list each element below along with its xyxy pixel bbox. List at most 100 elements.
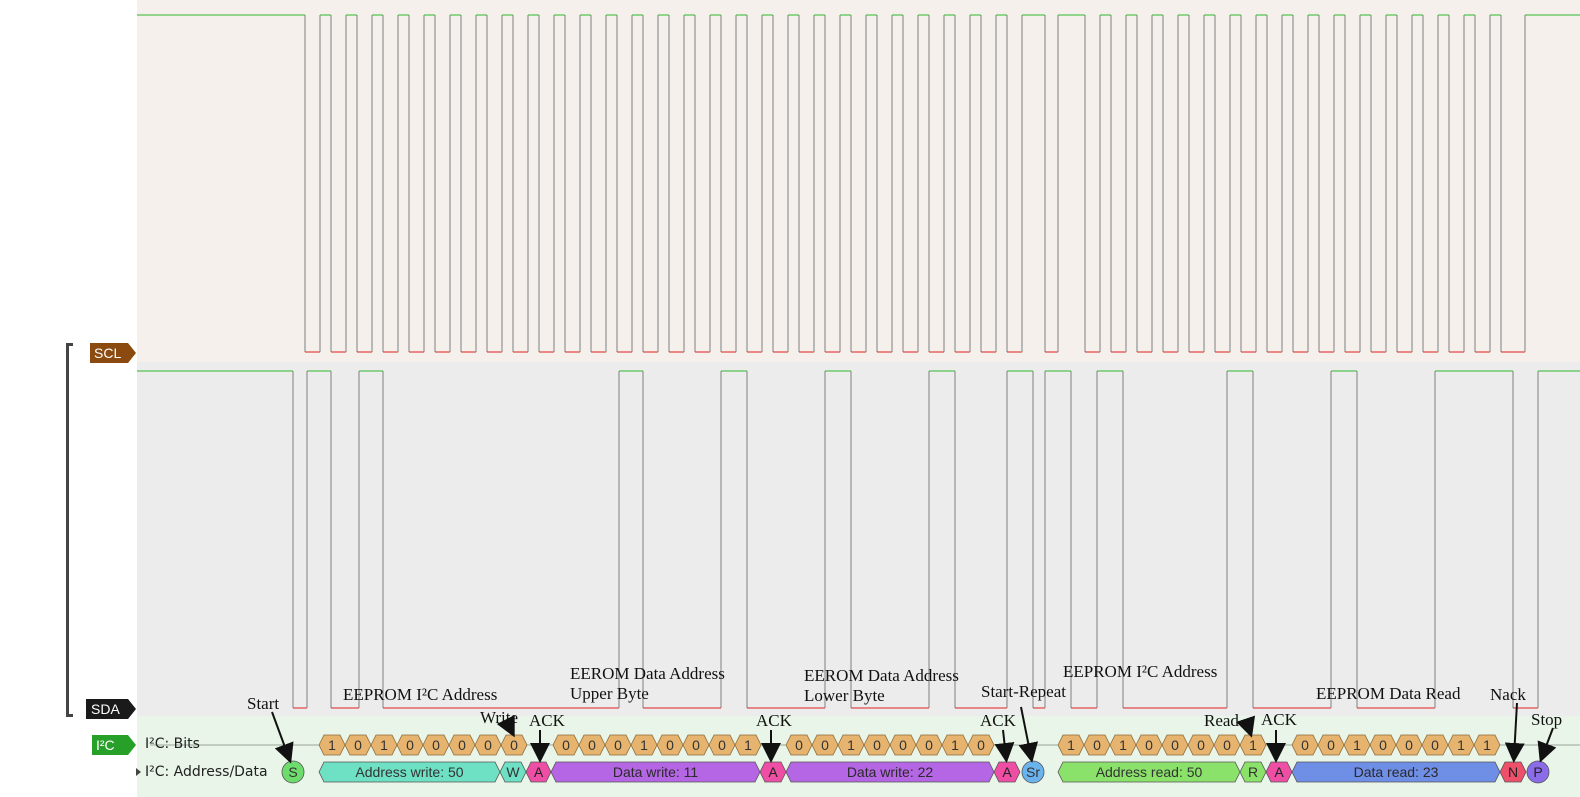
bit-value: 0: [795, 737, 803, 753]
bit-value: 0: [1093, 737, 1101, 753]
bit-value: 0: [1145, 737, 1153, 753]
address-data-row-label[interactable]: I²C: Address/Data: [145, 764, 268, 780]
bit-cell[interactable]: [1473, 734, 1501, 756]
frame-label: Data write: 11: [613, 764, 699, 780]
bit-value: 1: [1483, 737, 1491, 753]
scl-waveform: [137, 14, 1580, 353]
sda-channel-name: SDA: [91, 701, 120, 717]
row-expand-icon[interactable]: [136, 768, 141, 776]
annotation-label: ACK: [980, 711, 1017, 730]
frame-label: Sr: [1026, 764, 1040, 780]
annotation-label: Read: [1204, 711, 1239, 730]
annotation-label: EEROM Data Address: [570, 664, 725, 683]
bit-value: 0: [718, 737, 726, 753]
frame-label: W: [506, 764, 520, 780]
frame-label: N: [1508, 764, 1518, 780]
annotation-label: ACK: [756, 711, 793, 730]
frame-label: A: [1002, 764, 1012, 780]
bit-value: 0: [406, 737, 414, 753]
bit-value: 1: [1119, 737, 1127, 753]
annotation-label: Nack: [1490, 685, 1526, 704]
frame-label: Data read: 23: [1354, 764, 1439, 780]
frame-label: P: [1533, 764, 1542, 780]
i2c-address-data-row: S Address write: 50 W A Data write: 11 A Data …: [281, 760, 1550, 784]
bit-value: 0: [1405, 737, 1413, 753]
sda-channel-tag[interactable]: SDA: [86, 699, 136, 719]
annotation-arrow: [1504, 702, 1525, 763]
frame-label: A: [1274, 764, 1284, 780]
annotation-arrow: [1018, 706, 1039, 763]
frame-label: Address read: 50: [1096, 764, 1203, 780]
bit-value: 1: [1067, 737, 1075, 753]
decode-rows-background: [137, 716, 1580, 797]
bit-value: 1: [380, 737, 388, 753]
bit-value: 0: [1431, 737, 1439, 753]
bit-value: 0: [692, 737, 700, 753]
annotation-label: Lower Byte: [804, 686, 885, 705]
annotation-arrow: [1537, 727, 1557, 763]
bit-value: 0: [458, 737, 466, 753]
bit-value: 0: [1223, 737, 1231, 753]
annotation-label: Start-Repeat: [981, 682, 1066, 701]
frame-label: A: [768, 764, 778, 780]
bit-value: 1: [1353, 737, 1361, 753]
annotations-layer: Start EEPROM I²C Address Write ACK EEROM Dat…: [247, 662, 1562, 764]
bit-value: 1: [744, 737, 752, 753]
bit-value: 1: [847, 737, 855, 753]
bit-value: 0: [432, 737, 440, 753]
channel-group-bracket[interactable]: [66, 343, 73, 717]
annotation-label: EEPROM Data Read: [1316, 684, 1461, 703]
bit-cell[interactable]: [967, 734, 995, 756]
bits-row-label[interactable]: I²C: Bits: [145, 736, 200, 752]
frame-label: R: [1248, 764, 1258, 780]
annotation-arrow: [1236, 715, 1256, 738]
annotation-label: Stop: [1531, 710, 1562, 729]
annotation-label: EEPROM I²C Address: [343, 685, 497, 704]
scl-channel-name: SCL: [94, 345, 121, 361]
scl-channel-background: [137, 0, 1580, 362]
bit-value: 0: [925, 737, 933, 753]
bit-value: 1: [328, 737, 336, 753]
bit-value: 1: [1249, 737, 1257, 753]
bit-value: 0: [1327, 737, 1335, 753]
bit-value: 1: [640, 737, 648, 753]
bit-value: 0: [484, 737, 492, 753]
annotation-label: ACK: [1261, 710, 1298, 729]
frame-label: A: [534, 764, 544, 780]
bit-value: 0: [1171, 737, 1179, 753]
i2c-decoder-tag[interactable]: I²C: [92, 735, 136, 755]
annotation-label: ACK: [529, 711, 566, 730]
bit-value: 0: [510, 737, 518, 753]
frame-label: Address write: 50: [355, 764, 463, 780]
bit-value: 0: [562, 737, 570, 753]
annotation-arrow: [994, 729, 1015, 763]
bit-value: 0: [666, 737, 674, 753]
frame-label: Data write: 22: [847, 764, 934, 780]
bit-value: 0: [821, 737, 829, 753]
bit-value: 1: [1457, 737, 1465, 753]
bit-value: 0: [354, 737, 362, 753]
bit-value: 1: [951, 737, 959, 753]
bit-value: 0: [1301, 737, 1309, 753]
bit-value: 0: [1379, 737, 1387, 753]
annotation-label: EEPROM I²C Address: [1063, 662, 1217, 681]
scl-channel-tag[interactable]: SCL: [90, 343, 136, 363]
sda-channel-background: [137, 362, 1580, 716]
i2c-bits-row: 1 0 1 0 0 0 0 0 0 0 0 1 0 0 0 1 0 0 1 0 0 0 1 0 1 0 1 0 0 0 0 1 0 0 1 0 0 0 1 1: [318, 734, 1501, 756]
annotation-label: Upper Byte: [570, 684, 649, 703]
annotation-arrow: [496, 715, 515, 738]
bit-value: 0: [899, 737, 907, 753]
annotation-label: Write: [480, 708, 518, 727]
sda-waveform: [137, 370, 1580, 709]
bit-value: 0: [1197, 737, 1205, 753]
i2c-decoder-name: I²C: [96, 737, 115, 753]
annotation-label: EEROM Data Address: [804, 666, 959, 685]
annotation-label: Start: [247, 694, 279, 713]
bit-value: 0: [588, 737, 596, 753]
bit-value: 0: [873, 737, 881, 753]
annotation-arrow: [271, 711, 294, 764]
frame-label: S: [288, 764, 297, 780]
bit-value: 0: [614, 737, 622, 753]
bit-value: 0: [977, 737, 985, 753]
